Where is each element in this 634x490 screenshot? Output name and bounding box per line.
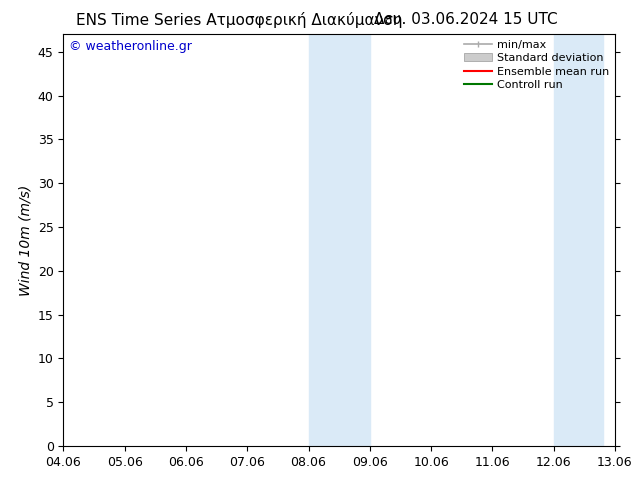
Y-axis label: Wind 10m (m/s): Wind 10m (m/s) <box>18 184 32 296</box>
Text: ENS Time Series Ατμοσφερική Διακύμανση: ENS Time Series Ατμοσφερική Διακύμανση <box>76 12 403 28</box>
Bar <box>309 34 339 446</box>
Bar <box>339 34 370 446</box>
Text: Δευ. 03.06.2024 15 UTC: Δευ. 03.06.2024 15 UTC <box>374 12 558 27</box>
Bar <box>553 34 578 446</box>
Text: © weatheronline.gr: © weatheronline.gr <box>69 41 192 53</box>
Bar <box>578 34 603 446</box>
Legend: min/max, Standard deviation, Ensemble mean run, Controll run: min/max, Standard deviation, Ensemble me… <box>464 40 609 90</box>
